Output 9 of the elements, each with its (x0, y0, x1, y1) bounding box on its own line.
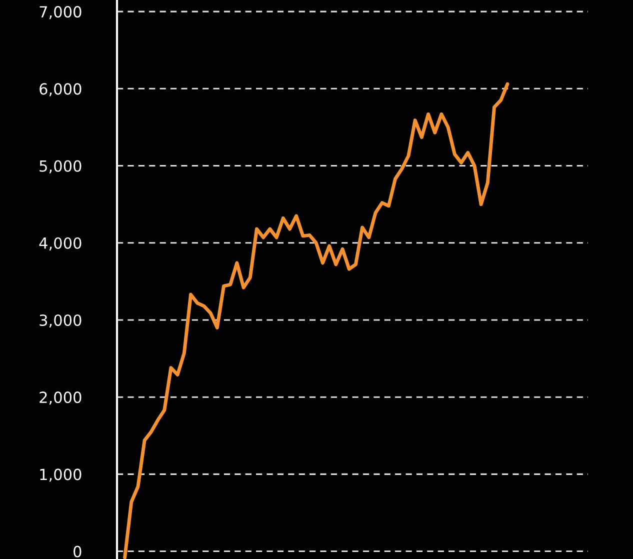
y-tick-label: 0 (74, 546, 82, 558)
y-tick-label: 7,000 (40, 6, 82, 20)
y-tick-label: 4,000 (39, 237, 82, 250)
y-tick-label: 5,000 (40, 160, 82, 174)
y-tick-label: 1,000 (40, 468, 82, 482)
y-tick-label: 6,000 (40, 83, 82, 96)
y-tick-label: 3,000 (40, 314, 82, 328)
line-series (123, 82, 510, 559)
y-tick-label: 2,000 (40, 392, 82, 405)
